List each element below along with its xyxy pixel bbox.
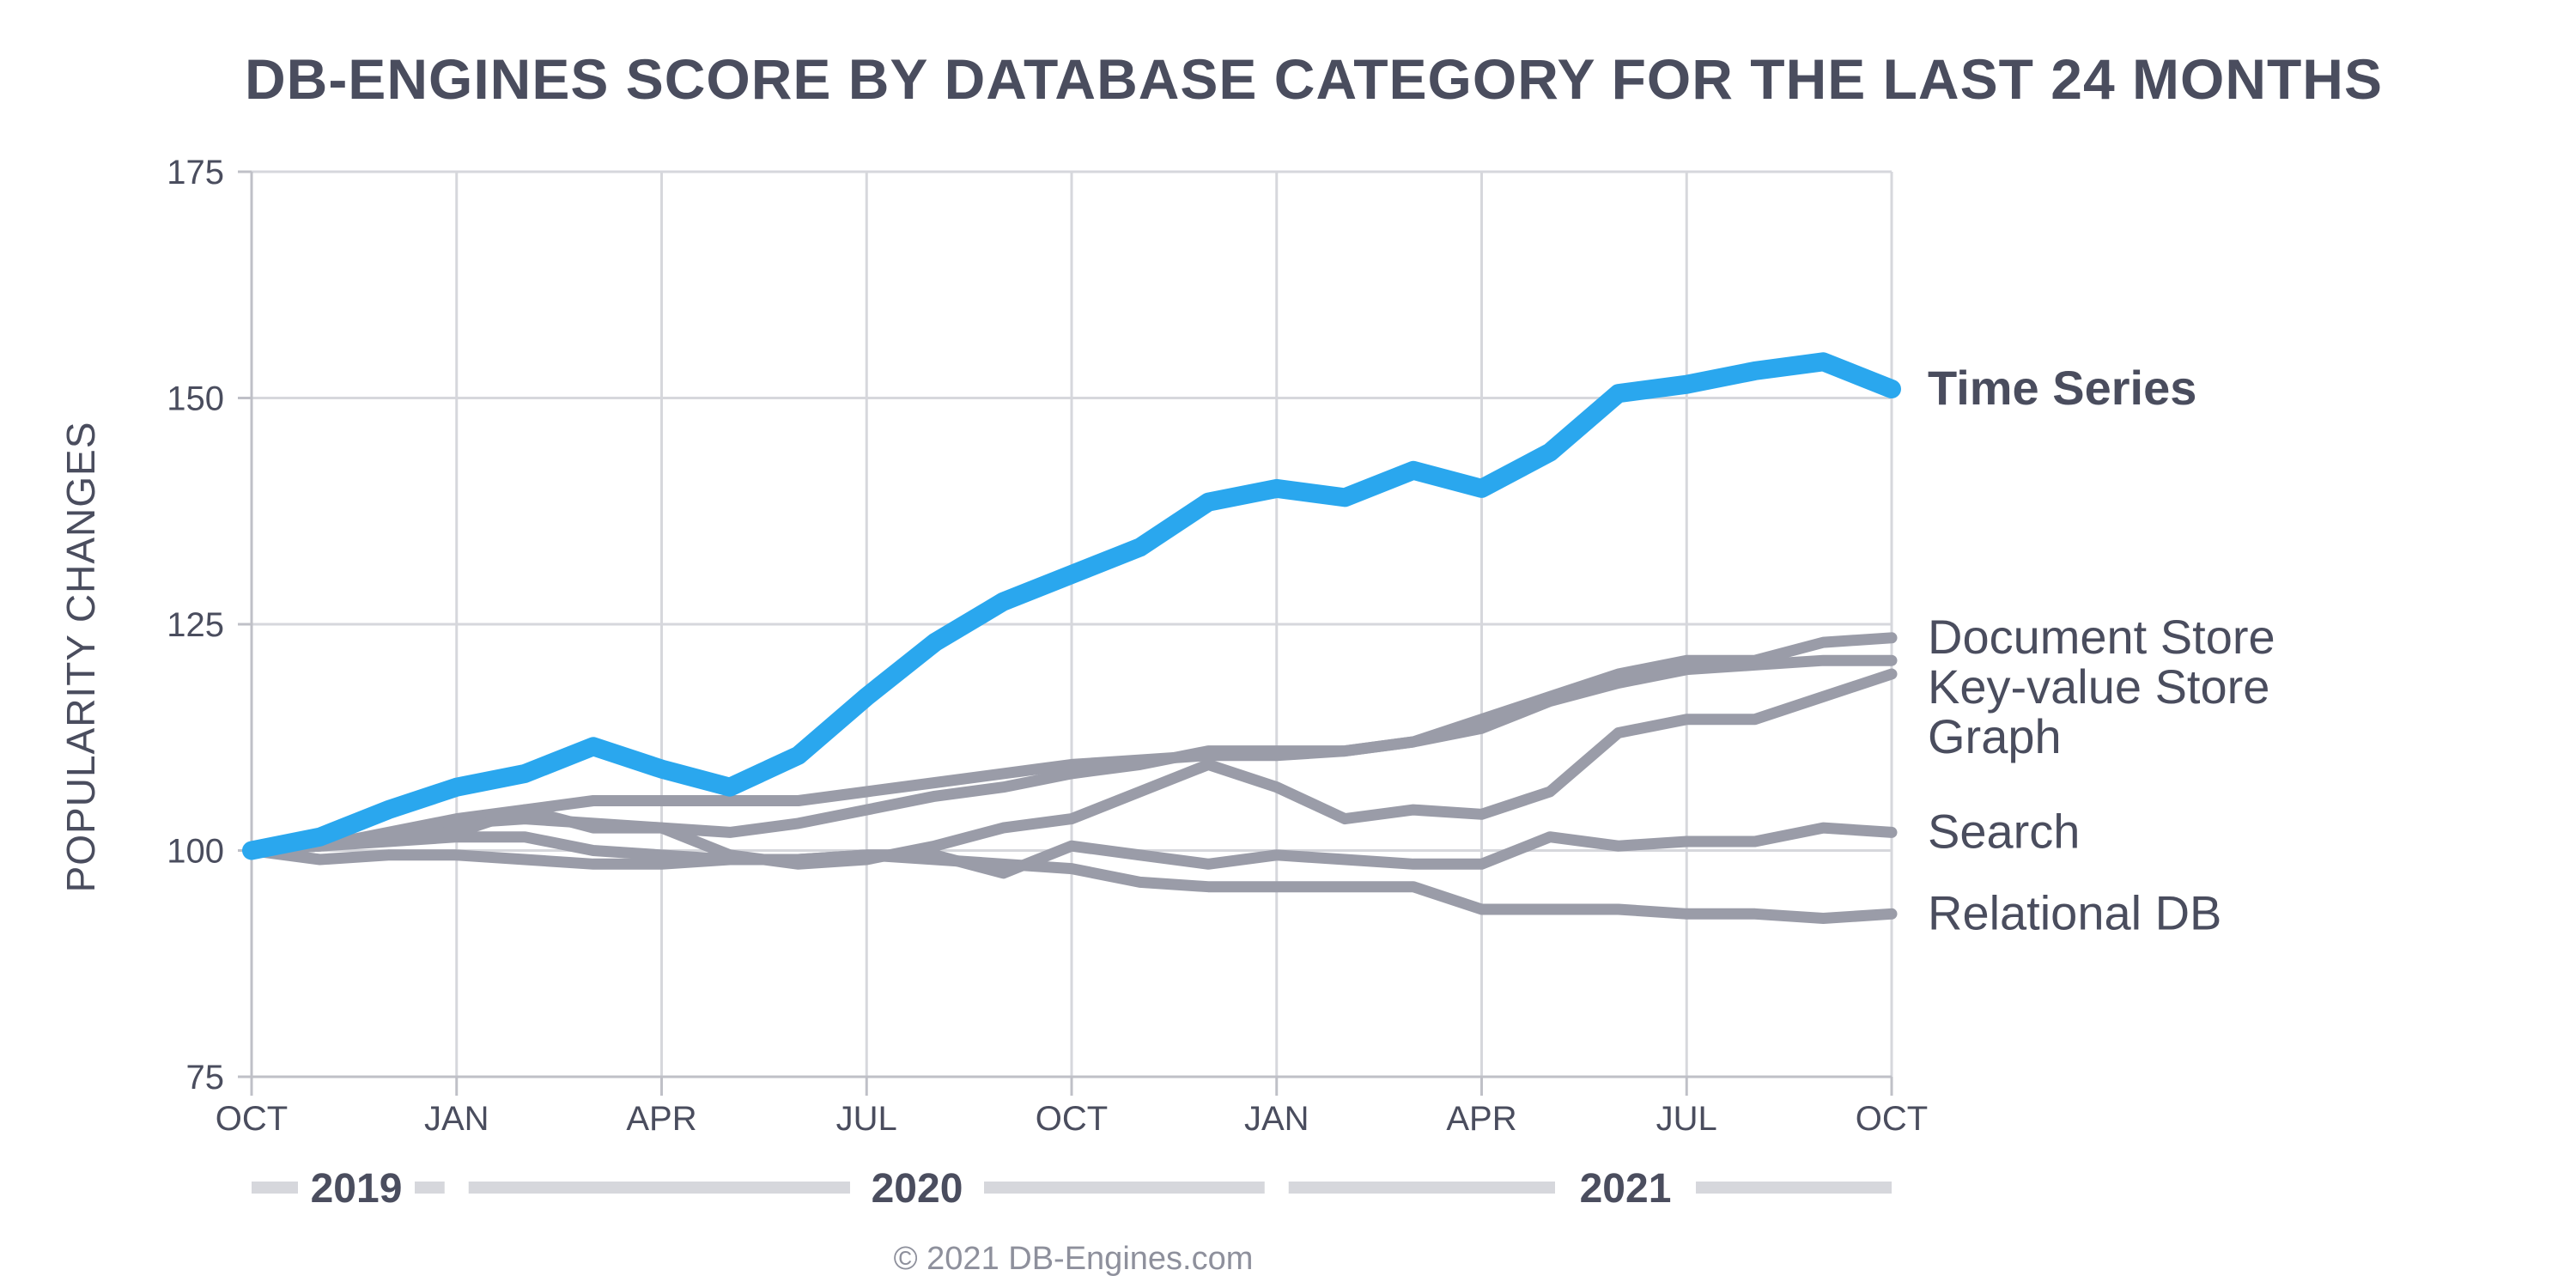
axes [238,170,1893,1096]
y-tick-label: 125 [167,606,224,644]
series-line-relational-db [246,845,1898,924]
series-line-document-store [246,632,1898,856]
x-tick-label: APR [626,1100,696,1138]
series-line-graph [246,668,1898,870]
y-tick-labels: 75 100 125 150 175 [167,154,224,1097]
series-label-key-value-store: Key-value Store [1928,659,2269,714]
grid [250,170,1893,1078]
x-tick-labels: OCT JAN APR JUL OCT JAN APR JUL OCT [216,1100,1928,1138]
x-tick-label: OCT [1856,1100,1928,1138]
copyright-text: © 2021 DB-Engines.com [894,1241,1254,1277]
series-label-search: Search [1928,804,2080,858]
series-lines [242,352,1901,924]
y-axis-label: POPULARITY CHANGES [58,422,103,893]
year-label: 2021 [1580,1166,1672,1212]
x-tick-label: JUL [1656,1100,1717,1138]
series-line-time-series [242,352,1901,860]
series-label-time-series: Time Series [1928,361,2196,415]
series-label-document-store: Document Store [1928,610,2275,664]
y-tick-label: 100 [167,833,224,871]
x-tick-label: OCT [216,1100,288,1138]
y-tick-label: 75 [186,1059,225,1097]
x-tick-label: OCT [1036,1100,1108,1138]
year-bands: 2019 2020 2021 [252,1166,1892,1212]
x-tick-label: APR [1446,1100,1516,1138]
year-label: 2020 [872,1166,963,1212]
x-tick-label: JUL [836,1100,897,1138]
chart-title: DB-ENGINES SCORE BY DATABASE CATEGORY FO… [245,47,2383,111]
series-label-graph: Graph [1928,709,2062,763]
y-tick-label: 150 [167,380,224,418]
year-label: 2019 [311,1166,403,1212]
series-label-relational-db: Relational DB [1928,885,2221,939]
x-tick-label: JAN [424,1100,489,1138]
series-line-search [246,822,1898,879]
y-tick-label: 175 [167,154,224,191]
x-tick-label: JAN [1244,1100,1309,1138]
